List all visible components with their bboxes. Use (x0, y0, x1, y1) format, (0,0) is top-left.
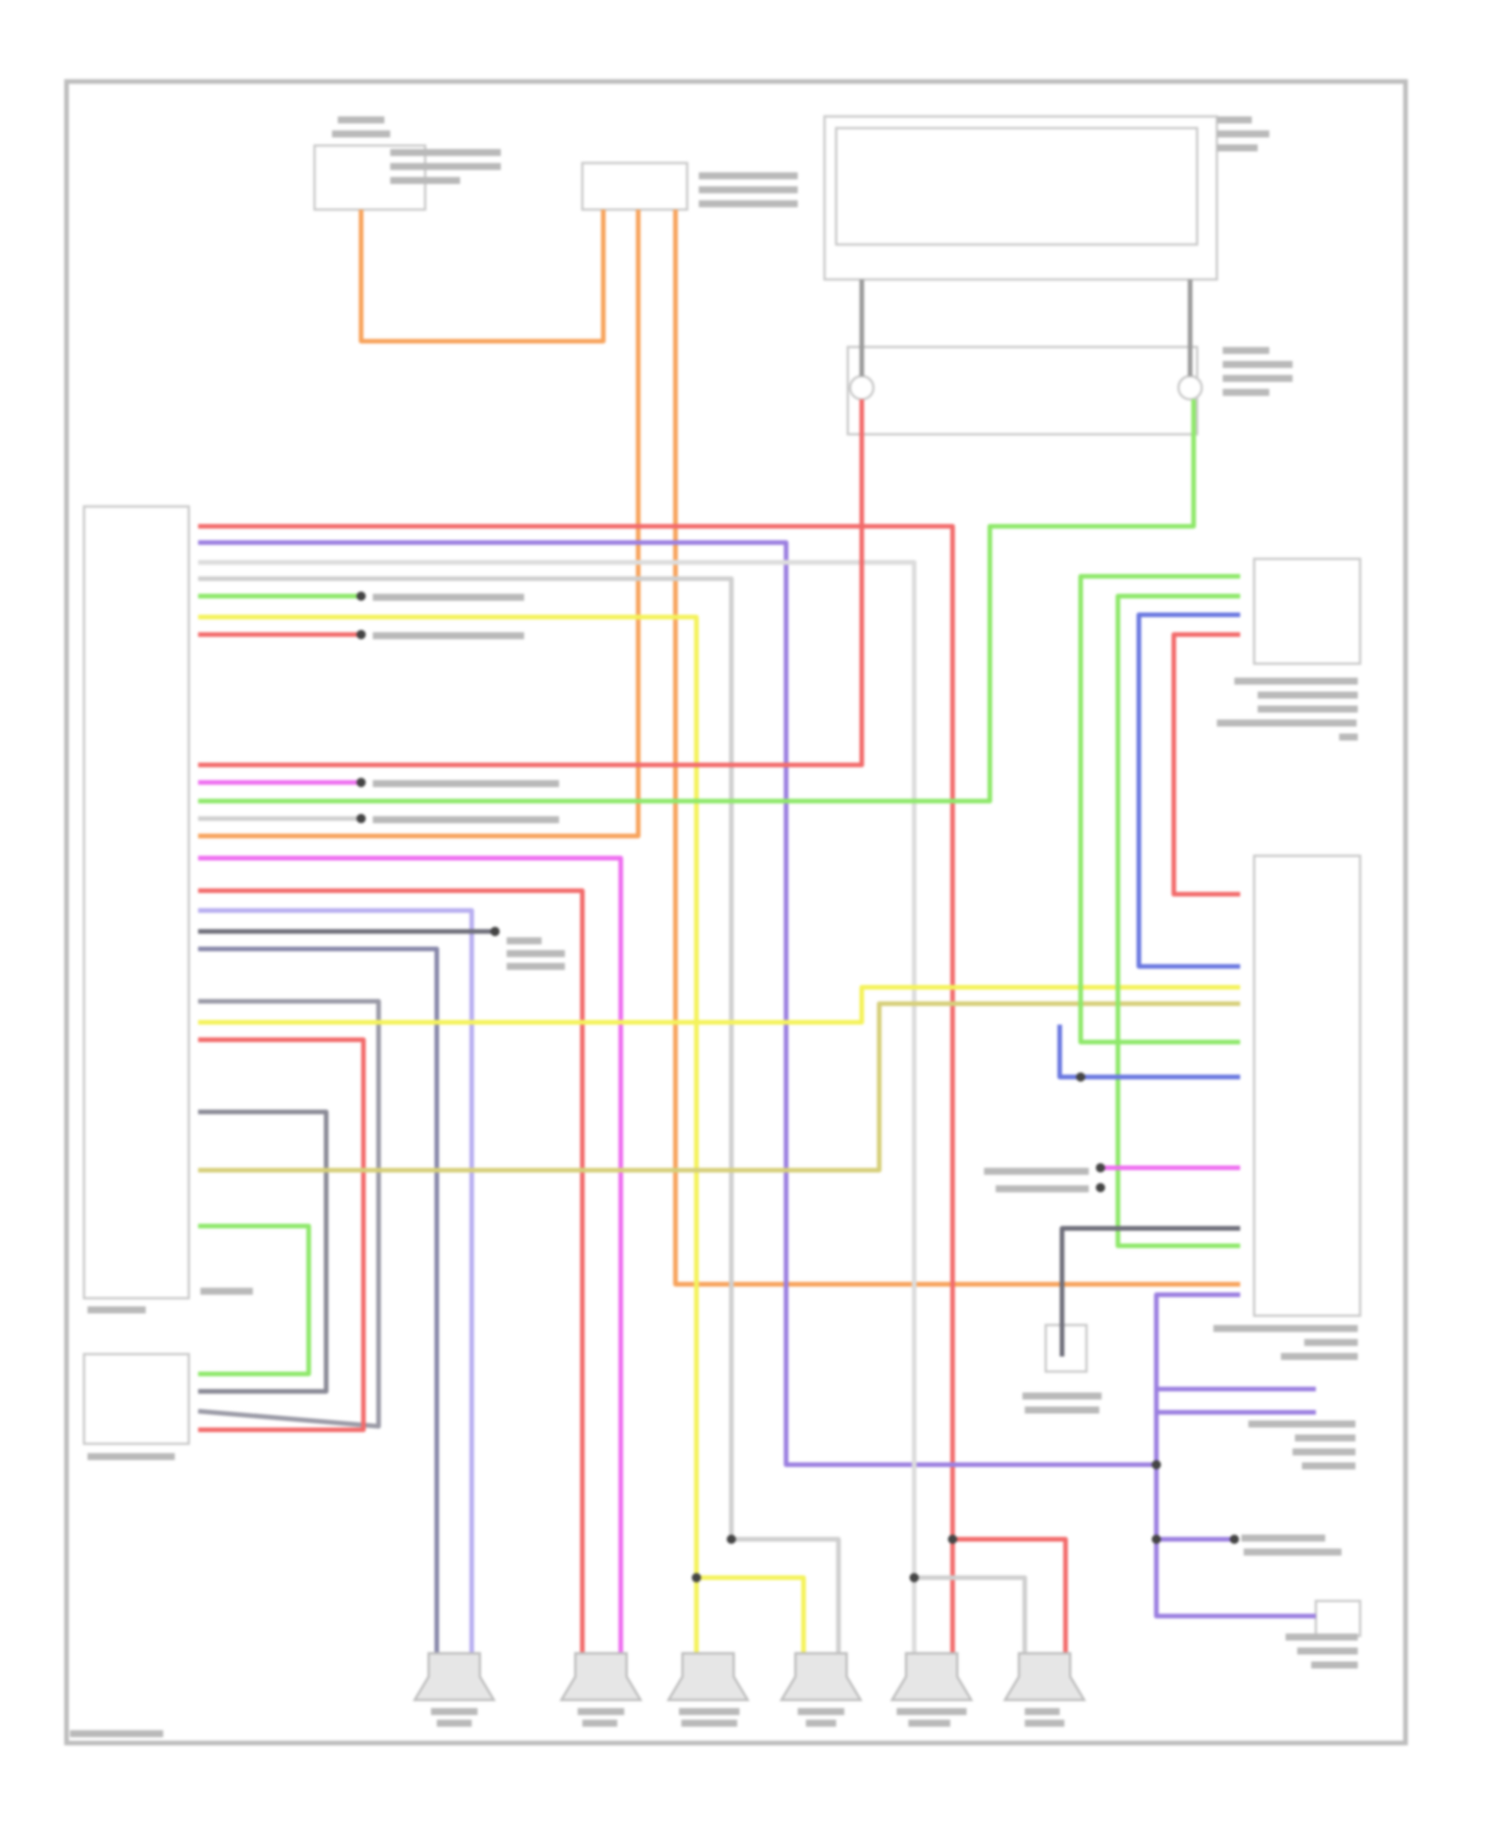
splice-dot (726, 1534, 737, 1544)
speaker-icon (1002, 1652, 1087, 1702)
wire-green (1078, 574, 1241, 1045)
wire-red (198, 1037, 366, 1433)
right-control-module (1252, 854, 1362, 1317)
splice-dot (356, 777, 366, 788)
splice-dot (1151, 1460, 1162, 1470)
upper-right-module (1252, 557, 1362, 665)
speaker-icon (889, 1652, 974, 1702)
ground-block (846, 345, 1199, 436)
splice-dot (1095, 1182, 1106, 1193)
wire-orange (358, 209, 606, 344)
wire-yellow (198, 614, 699, 1654)
wire-orange (673, 209, 1241, 1287)
wire-purple (1154, 1292, 1316, 1619)
speakers (412, 1652, 1087, 1702)
wire-olive (198, 1001, 1241, 1173)
diagram-border (64, 79, 1408, 1746)
wire-green (1115, 593, 1241, 1249)
wire-red (198, 399, 865, 768)
connector-icon (581, 161, 689, 211)
ground-icon (848, 374, 875, 401)
wire-gray (198, 560, 917, 1654)
wire-purple (198, 540, 1157, 1468)
splice-dot (356, 813, 366, 824)
splice-dot (1076, 1072, 1086, 1082)
speaker-icon (559, 1652, 643, 1702)
splice-dot (909, 1573, 919, 1583)
switch-inner (834, 126, 1199, 246)
wire-blue (1136, 612, 1241, 969)
wire-lavender (198, 908, 475, 1654)
wire-orange (198, 209, 641, 839)
splice-dot (947, 1534, 958, 1544)
wire-red (952, 1536, 1068, 1654)
radio-unit (82, 505, 190, 1300)
wire-yellow (198, 985, 1241, 1025)
ground-icon (1177, 374, 1203, 401)
wire-gray (198, 1109, 329, 1394)
wire-gray (914, 1575, 1028, 1654)
wire-gray (198, 576, 734, 1540)
wire-gray (197, 998, 381, 1429)
speaker-icon (412, 1652, 496, 1702)
wire-red (198, 523, 955, 1654)
connector-right (1314, 1599, 1362, 1638)
wire-magenta (198, 855, 624, 1654)
wire-green (198, 399, 1196, 804)
splice-dot (1151, 1534, 1162, 1544)
splice-dot (490, 926, 500, 937)
splice-dot (1095, 1163, 1106, 1173)
wire-red (198, 888, 585, 1654)
wire-slate (198, 946, 440, 1654)
wire-blue (1057, 1024, 1241, 1080)
components (82, 115, 1362, 1638)
illegible-labels (70, 116, 1358, 1738)
wire-yellow (696, 1575, 806, 1654)
splice-dot (356, 591, 366, 601)
splices (356, 591, 1240, 1583)
wire-dark-gray (1059, 1226, 1241, 1357)
wires (197, 209, 1316, 1654)
wire-green (198, 1223, 312, 1377)
sensor-box (1044, 1323, 1088, 1373)
splice-dot (691, 1573, 702, 1583)
speaker-icon (779, 1652, 863, 1702)
auxiliary-unit (82, 1352, 190, 1445)
splice-dot (1229, 1534, 1240, 1544)
wire-gray (731, 1536, 841, 1654)
wire-red (1171, 632, 1241, 897)
speaker-icon (666, 1652, 750, 1702)
splice-dot (356, 629, 366, 640)
